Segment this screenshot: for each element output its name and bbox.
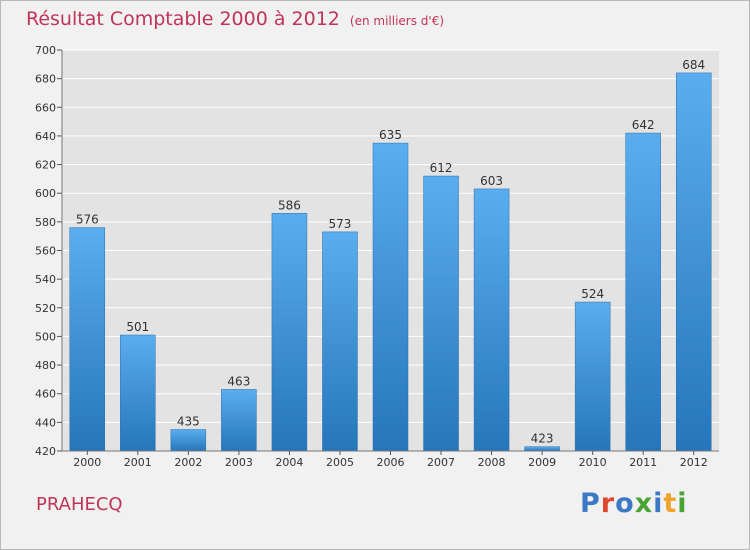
x-tick-label-2009: 2009: [528, 456, 556, 469]
data-label-2002: 435: [177, 415, 200, 429]
y-tick-label: 580: [35, 216, 56, 229]
y-tick-label: 520: [35, 302, 56, 315]
y-tick-label: 600: [35, 187, 56, 200]
y-tick-label: 480: [35, 359, 56, 372]
data-label-2004: 586: [278, 198, 301, 212]
bar-2001: [120, 334, 156, 452]
bar-2006: [372, 142, 409, 452]
logo-letter: P: [580, 488, 601, 519]
bar-2005: [322, 231, 358, 452]
logo-letter: o: [615, 488, 635, 519]
y-tick-label: 420: [35, 445, 56, 458]
y-tick-label: 540: [35, 273, 56, 286]
bar-2010: [574, 301, 611, 452]
x-tick-label-2005: 2005: [326, 456, 354, 469]
data-label-2001: 501: [126, 320, 149, 334]
location-name: PRAHECQ: [36, 494, 123, 515]
y-tick-label: 660: [35, 101, 56, 114]
data-label-2006: 635: [379, 128, 402, 142]
bar-2008: [473, 188, 510, 452]
bar-2011: [625, 132, 661, 452]
bar-2009: [524, 446, 560, 452]
x-tick-label-2012: 2012: [680, 456, 708, 469]
chart-title: Résultat Comptable 2000 à 2012 (en millie…: [26, 8, 444, 30]
x-tick-label-2008: 2008: [478, 456, 506, 469]
x-tick-label-2010: 2010: [579, 456, 607, 469]
y-tick-label: 680: [35, 73, 56, 86]
x-tick-label-2000: 2000: [73, 456, 101, 469]
x-tick-label-2002: 2002: [174, 456, 202, 469]
logo-letter: i: [653, 488, 664, 519]
x-tick-label-2006: 2006: [377, 456, 405, 469]
data-label-2010: 524: [581, 287, 604, 301]
y-tick-label: 700: [35, 44, 56, 57]
y-tick-label: 440: [35, 416, 56, 429]
data-label-2005: 573: [329, 217, 352, 231]
data-label-2007: 612: [430, 161, 453, 175]
y-tick-label: 460: [35, 388, 56, 401]
data-label-2009: 423: [531, 432, 554, 446]
chart-subtitle: (en milliers d'€): [349, 14, 445, 28]
bars: 576 501 435 463 586 573 635 612 603 423 524 642 684: [69, 58, 712, 452]
chart-title-text: Résultat Comptable 2000 à 2012: [26, 8, 340, 30]
y-tick-label: 620: [35, 159, 56, 172]
bar-2004: [271, 213, 308, 452]
data-label-2003: 463: [227, 374, 250, 388]
x-tick-label-2007: 2007: [427, 456, 455, 469]
bar-2000: [69, 227, 106, 452]
data-label-2011: 642: [632, 118, 655, 132]
x-tick-label-2011: 2011: [629, 456, 657, 469]
x-tick-label-2001: 2001: [124, 456, 152, 469]
logo-letter: r: [600, 488, 616, 519]
data-label-2012: 684: [682, 58, 705, 72]
bar-2003: [221, 389, 257, 452]
x-tick-label-2004: 2004: [275, 456, 303, 469]
logo-letter: i: [677, 488, 688, 519]
logo-letter: t: [663, 488, 678, 519]
proxiti-logo: Proxiti: [580, 488, 688, 519]
bar-2012: [675, 72, 712, 452]
data-label-2008: 603: [480, 174, 503, 188]
x-axis: 2000 2001 2002 2003 2004 2005 2006 2007 2008 2009…: [62, 450, 719, 469]
y-tick-label: 640: [35, 130, 56, 143]
y-tick-label: 500: [35, 330, 56, 343]
x-tick-label-2003: 2003: [225, 456, 253, 469]
data-label-2000: 576: [76, 213, 99, 227]
bar-2007: [423, 175, 459, 452]
y-tick-label: 560: [35, 245, 56, 258]
y-axis: 420 440 460 480 500 520 540 560 580 600 620 640 660 6…: [35, 44, 63, 458]
bar-2002: [170, 429, 207, 452]
logo-letter: x: [634, 488, 654, 519]
